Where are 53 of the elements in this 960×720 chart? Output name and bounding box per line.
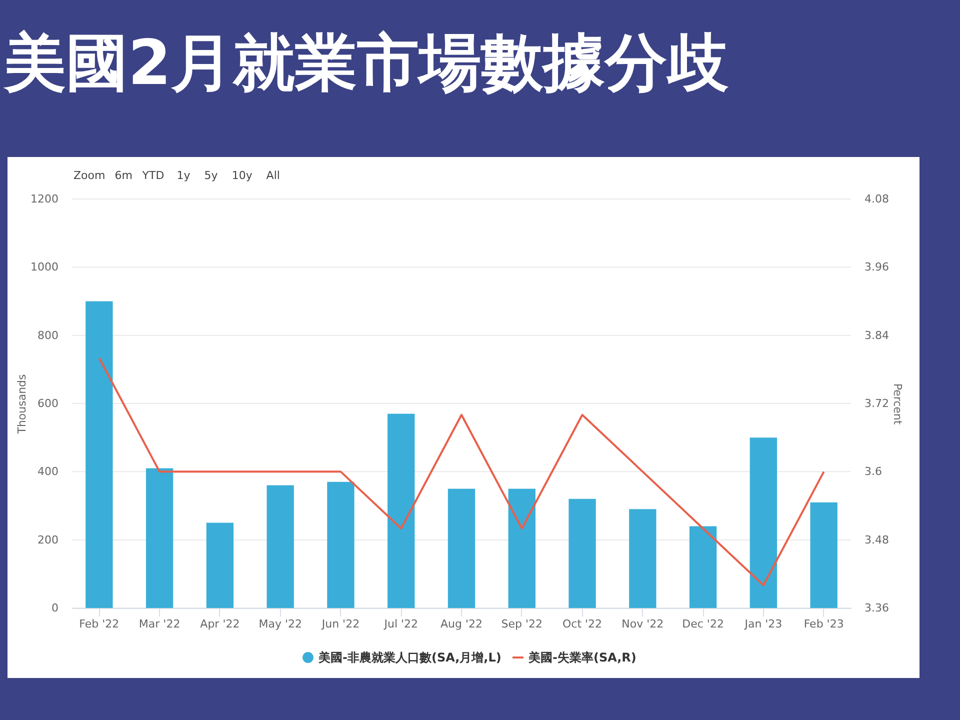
x-tick-label: Feb '22 [79, 618, 120, 630]
x-tick-label: Dec '22 [682, 618, 724, 630]
legend-label: 美國-非農就業人口數(SA,月增,L) [318, 650, 502, 664]
y-tick-label: 1200 [30, 192, 58, 206]
y-tick-label: 200 [38, 533, 58, 546]
y-tick-label: 0 [52, 602, 58, 614]
text: YTD [141, 169, 164, 182]
legend-label: 美國-失業率(SA,R) [528, 650, 636, 664]
bar [689, 526, 717, 608]
bar [750, 438, 778, 608]
bar [206, 522, 234, 608]
bar [508, 488, 536, 608]
chart-title: 美國2月就業市場數據分歧 [3, 26, 730, 99]
y-tick-label: 400 [38, 465, 58, 478]
x-tick-label: Jan '23 [744, 618, 782, 630]
bar [146, 468, 174, 608]
x-tick-label: Oct '22 [562, 618, 602, 630]
bar [448, 488, 476, 608]
x-tick-label: Feb '23 [804, 618, 844, 630]
x-tick-label: Nov '22 [622, 618, 664, 630]
bar [388, 414, 415, 608]
bar [86, 301, 113, 608]
bar [629, 509, 656, 608]
y2-tick-label: 3.36 [864, 602, 889, 614]
text: 1y [176, 169, 191, 182]
text: 10y [232, 169, 253, 182]
y2-tick-label: 3.96 [864, 260, 889, 274]
x-tick-label: Aug '22 [440, 618, 482, 630]
y2-tick-label: 3.6 [864, 465, 882, 478]
text: 6m [114, 169, 132, 182]
text: All [266, 169, 280, 182]
y-axis-title: Thousands [16, 374, 29, 435]
y2-tick-label: 4.08 [864, 192, 889, 206]
x-tick-label: Mar '22 [138, 618, 180, 630]
text: Zoom [74, 169, 106, 182]
bar [568, 498, 596, 608]
y2-axis-title: Percent [890, 383, 904, 426]
y-tick-label: 800 [38, 328, 58, 342]
bar [810, 502, 838, 608]
x-tick-label: May '22 [258, 618, 302, 630]
y2-tick-label: 3.72 [864, 397, 889, 410]
x-tick-label: Jun '22 [320, 618, 360, 630]
bar [266, 485, 294, 608]
x-tick-label: Jul '22 [383, 618, 418, 630]
bar [327, 482, 354, 608]
y-tick-label: 600 [38, 397, 58, 410]
line-series [98, 357, 825, 586]
y2-tick-label: 3.48 [864, 533, 889, 546]
y2-tick-label: 3.84 [864, 328, 889, 342]
y-tick-label: 1000 [30, 260, 58, 274]
text: 5y [204, 169, 218, 182]
x-tick-label: Sep '22 [501, 618, 543, 630]
x-tick-label: Apr '22 [200, 618, 240, 630]
